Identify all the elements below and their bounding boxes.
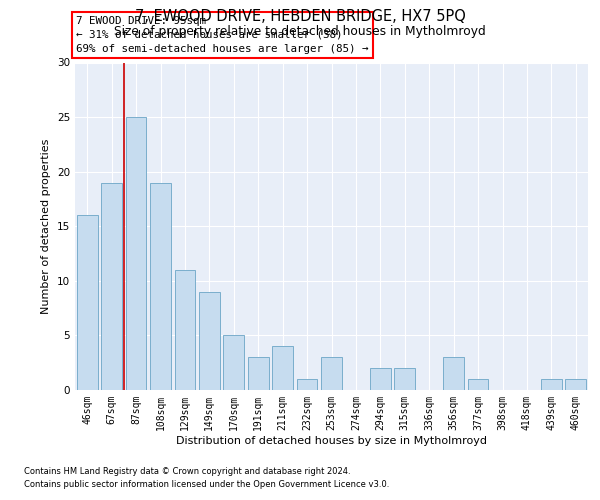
Bar: [296, 379, 317, 390]
Bar: [565, 379, 586, 390]
Text: 7, EWOOD DRIVE, HEBDEN BRIDGE, HX7 5PQ: 7, EWOOD DRIVE, HEBDEN BRIDGE, HX7 5PQ: [134, 9, 466, 24]
Bar: [321, 357, 342, 390]
Bar: [223, 336, 244, 390]
X-axis label: Distribution of detached houses by size in Mytholmroyd: Distribution of detached houses by size …: [176, 436, 487, 446]
Bar: [467, 379, 488, 390]
Bar: [272, 346, 293, 390]
Text: Contains public sector information licensed under the Open Government Licence v3: Contains public sector information licen…: [24, 480, 389, 489]
Text: 7 EWOOD DRIVE: 95sqm
← 31% of detached houses are smaller (38)
69% of semi-detac: 7 EWOOD DRIVE: 95sqm ← 31% of detached h…: [76, 16, 369, 54]
Bar: [77, 216, 98, 390]
Bar: [248, 357, 269, 390]
Bar: [443, 357, 464, 390]
Bar: [394, 368, 415, 390]
Bar: [175, 270, 196, 390]
Bar: [541, 379, 562, 390]
Text: Contains HM Land Registry data © Crown copyright and database right 2024.: Contains HM Land Registry data © Crown c…: [24, 467, 350, 476]
Bar: [101, 182, 122, 390]
Bar: [125, 117, 146, 390]
Bar: [150, 182, 171, 390]
Bar: [199, 292, 220, 390]
Text: Size of property relative to detached houses in Mytholmroyd: Size of property relative to detached ho…: [114, 25, 486, 38]
Y-axis label: Number of detached properties: Number of detached properties: [41, 138, 52, 314]
Bar: [370, 368, 391, 390]
